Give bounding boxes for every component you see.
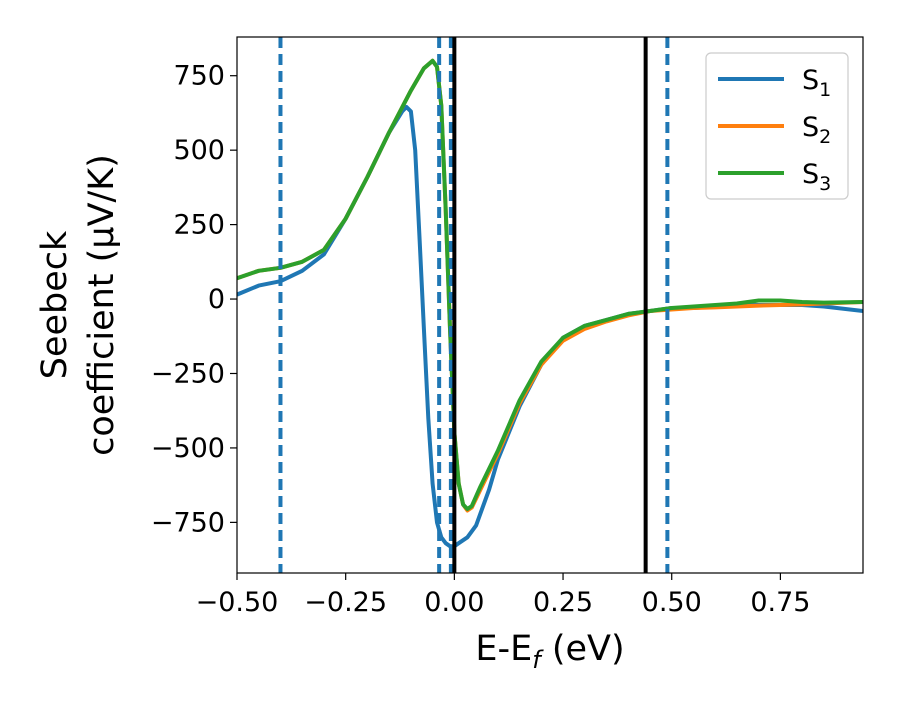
- y-tick-label: −500: [151, 433, 225, 464]
- y-tick-label: −750: [151, 507, 225, 538]
- x-tick-label: 0.00: [424, 587, 484, 618]
- x-tick-label: 0.25: [533, 587, 593, 618]
- y-tick-label: 750: [173, 61, 225, 92]
- y-tick-label: 250: [173, 210, 225, 241]
- x-axis-title: E-Ef (eV): [475, 629, 624, 674]
- y-tick-label: 0: [208, 284, 225, 315]
- legend-label-s3: S3: [802, 159, 831, 195]
- y-tick-label: −250: [151, 358, 225, 389]
- plot-area: [237, 37, 863, 573]
- legend-label-s1: S1: [802, 65, 831, 101]
- series-line-s3: [237, 58, 863, 511]
- x-tick-label: 0.75: [750, 587, 810, 618]
- y-axis-title-line2: coefficient (μV/K): [82, 154, 122, 456]
- x-tick-label: 0.50: [642, 587, 702, 618]
- x-tick-label: −0.50: [196, 587, 279, 618]
- y-axis-title-line1: Seebeck: [35, 230, 75, 379]
- legend-label-s2: S2: [802, 112, 831, 148]
- plot-frame: [236, 36, 864, 574]
- y-tick-label: 500: [173, 135, 225, 166]
- x-tick-label: −0.25: [304, 587, 387, 618]
